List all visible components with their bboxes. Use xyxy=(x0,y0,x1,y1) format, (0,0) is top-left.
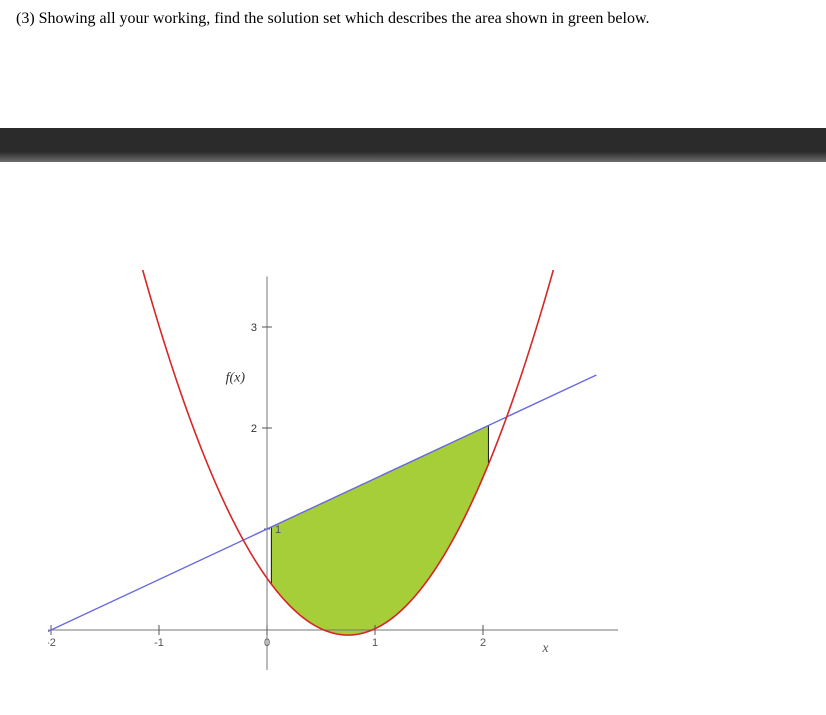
y-tick-label: 1 xyxy=(275,524,281,536)
chart: -2 -1 0 1 2 x 2 3 1 f(x) xyxy=(48,270,618,670)
x-tick-label: 2 xyxy=(480,637,486,649)
separator-bar xyxy=(0,128,826,162)
y-tick-label: 3 xyxy=(251,322,257,334)
y-axis-label: f(x) xyxy=(226,371,246,386)
page: (3) Showing all your working, find the s… xyxy=(0,0,826,715)
shaded-region xyxy=(271,425,488,635)
question-number: (3) xyxy=(16,10,39,27)
x-tick-label: -2 xyxy=(48,637,56,649)
y-tick-label: 2 xyxy=(251,423,257,435)
x-axis-label: x xyxy=(541,641,549,656)
x-tick-label: 1 xyxy=(372,637,378,649)
question-body: Showing all your working, find the solut… xyxy=(39,10,650,27)
question-text: (3) Showing all your working, find the s… xyxy=(16,8,810,30)
x-tick-label: 0 xyxy=(264,637,270,649)
x-tick-label: -1 xyxy=(154,637,164,649)
